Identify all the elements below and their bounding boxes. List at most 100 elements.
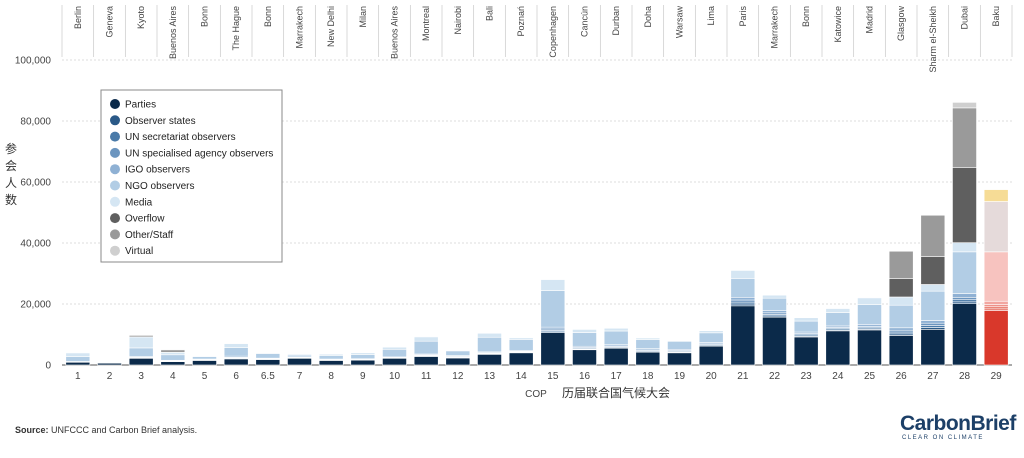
bar-segment [952,107,977,168]
y-tick-label: 80,000 [20,117,51,128]
bar-segment [572,349,597,366]
logo-tagline: CLEAR ON CLIMATE [902,435,984,441]
x-tick-label: 18 [642,371,654,382]
host-city-label: Glasgow [896,5,906,41]
bar-segment [730,270,756,279]
bar-segment [952,167,977,243]
host-city-label: Bonn [801,6,811,27]
legend-label: Observer states [125,116,196,127]
x-tick-label: 13 [484,371,496,382]
legend-swatch [110,99,120,109]
bar-segment [603,347,629,366]
x-tick-label: 23 [801,371,813,382]
y-axis-ticks: 0 20,000 40,000 60,000 80,000 100,000 [15,56,52,372]
bar-segment [825,308,851,313]
bar-segment [445,350,471,356]
legend-swatch [110,180,120,191]
bar-segment [983,300,1009,305]
bar-segment [223,347,249,357]
legend-swatch [110,213,120,224]
x-axis-prefix: COP [525,389,547,400]
bar-segment [540,290,566,328]
bar-segment [857,304,882,326]
y-tick-label: 0 [45,361,51,372]
x-tick-label: 2 [107,371,113,382]
bar-segment [603,327,629,332]
bar-segment [128,336,154,349]
x-tick-label: 8 [328,371,334,382]
host-city-label: Kyoto [136,6,146,29]
bar-segment [318,353,344,356]
host-city-label: Baku [991,6,1001,27]
x-tick-label: 4 [170,371,176,382]
bar-segment [888,327,914,331]
bar-segment [952,293,977,298]
bar-segment [888,296,914,306]
x-tick-label: 12 [452,371,464,382]
bar-segment [65,361,91,366]
bar-segment [477,336,502,353]
host-city-label: Bonn [200,6,210,27]
bar-segment [635,337,661,340]
x-tick-label: 26 [896,371,908,382]
bar-segment [825,330,851,366]
bar-segment [793,320,819,333]
bar-segment [508,352,534,366]
bar-segment [952,299,977,303]
bar-segment [730,299,756,303]
legend-label: Virtual [125,246,153,257]
gridlines [62,59,1012,366]
y-tick-label: 40,000 [20,239,51,250]
bar-segment [983,201,1009,253]
y-axis-title-char: 人 [5,176,17,190]
host-city-label: Paris [738,6,748,27]
bar-segment [508,337,534,340]
legend-label: Media [125,197,153,208]
bar-segment [192,356,217,360]
source-note: Source: UNFCCC and Carbon Brief analysis… [15,425,197,435]
bar-segment [698,332,724,343]
bar-segment [160,352,186,356]
y-axis-title-char: 参 [5,141,17,156]
host-city-label: The Hague [231,6,241,51]
bar-segment [730,305,756,366]
x-tick-label: 16 [579,371,591,382]
x-tick-label: 10 [389,371,401,382]
host-city-label: Cancún [580,6,590,37]
bar-segment [920,284,946,292]
bar-segment [667,352,692,366]
bar-segment [983,304,1009,308]
bar-segment [160,349,186,353]
bar-segment [128,347,154,357]
bar-segment [445,357,471,366]
x-tick-label: 22 [769,371,781,382]
bar-segment [888,250,914,279]
y-axis-title-char: 数 [5,192,17,207]
bar-segment [287,357,312,366]
legend-swatch [110,147,120,158]
bar-segment [920,329,946,366]
bar-segment [160,361,186,366]
bar-segment [983,310,1009,366]
y-tick-label: 60,000 [20,178,51,189]
bar-segment [888,304,914,329]
x-tick-label: 1 [75,371,81,382]
bar-segment [287,353,312,356]
x-tick-label: 29 [991,371,1003,382]
y-tick-label: 20,000 [20,300,51,311]
bar-segment [350,354,376,360]
x-tick-label: 7 [297,371,303,382]
bar-segment [540,279,566,291]
host-city-label: Sharm el-Sheikh [928,6,938,73]
attendance-chart: Berlin Geneva Kyoto Buenos Aires Bonn The Hag… [5,5,1013,400]
bar-segment [667,341,692,350]
bar-segment [983,251,1009,302]
bar-segment [223,343,249,348]
host-city-label: Nairobi [453,6,463,35]
bar-segment [762,316,787,366]
bar-segment [762,297,787,312]
bar-segment [540,332,566,366]
bar-segment [128,335,154,338]
host-city-label: Lima [706,6,716,26]
